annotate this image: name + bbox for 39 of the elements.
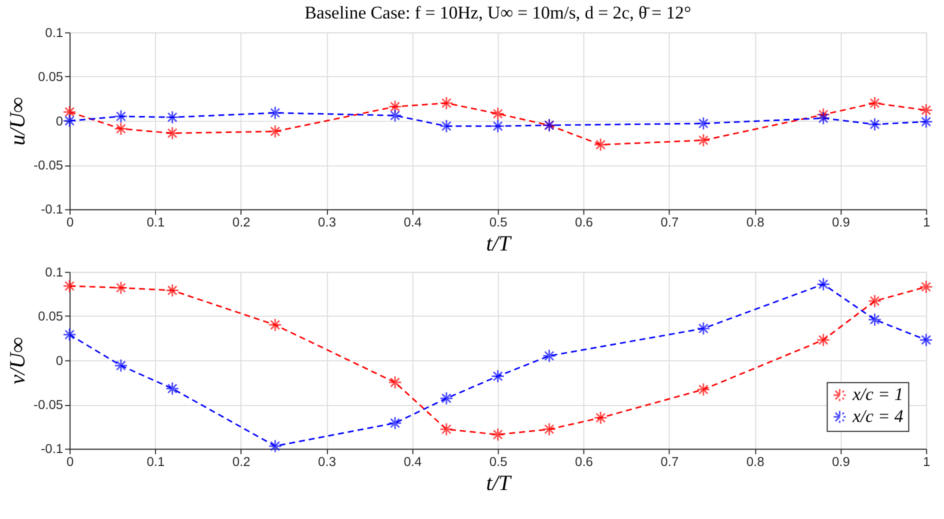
x-tick-label: 0.8: [746, 454, 764, 470]
x-tick-label: 1: [923, 214, 930, 230]
y-tick-label: 0.1: [45, 24, 64, 40]
y-axis-title: v/U∞: [6, 337, 30, 384]
y-tick-label: -0.05: [34, 396, 64, 412]
x-tick-label: 1: [923, 454, 930, 470]
legend-label: x/c = 1: [852, 384, 904, 404]
x-tick-label: 0.2: [232, 454, 250, 470]
x-tick-label: 0.9: [832, 454, 850, 470]
x-tick-label: 0.2: [232, 214, 250, 230]
y-tick-label: -0.1: [40, 441, 64, 456]
x-tick-label: 0.9: [832, 214, 850, 230]
x-tick-label: 0.7: [660, 454, 679, 470]
y-tick-label: 0.05: [38, 308, 64, 324]
y-tick-label: -0.05: [34, 158, 64, 173]
legend-label: x/c = 4: [852, 406, 904, 426]
x-tick-label: 0.6: [575, 214, 593, 230]
y-tick-label: 0.1: [45, 264, 64, 280]
chart-title: Baseline Case: f = 10Hz, U∞ = 10m/s, d = 2c, θ̄ = 12°: [304, 2, 692, 22]
x-tick-label: 0.6: [575, 454, 593, 470]
x-tick-label: 0.5: [489, 454, 508, 470]
x-tick-label: 0.1: [146, 454, 165, 470]
y-tick-label: 0: [56, 113, 64, 128]
x-tick-label: 0.5: [489, 214, 508, 230]
x-tick-label: 0.3: [318, 214, 336, 230]
y-tick-label: -0.1: [40, 202, 64, 217]
x-tick-label: 0.8: [746, 214, 764, 230]
x-tick-label: 0: [66, 214, 74, 230]
x-axis-title: t/T: [486, 470, 512, 495]
y-axis-title: u/U∞: [6, 97, 30, 146]
x-tick-label: 0.1: [146, 214, 165, 230]
x-tick-label: 0.4: [404, 454, 422, 470]
x-tick-label: 0.7: [660, 214, 679, 230]
y-tick-label: 0: [56, 352, 64, 368]
x-tick-label: 0: [66, 454, 74, 470]
y-tick-label: 0.05: [38, 69, 64, 84]
x-tick-label: 0.3: [318, 454, 336, 470]
x-axis-title: t/T: [486, 231, 512, 256]
x-tick-label: 0.4: [404, 214, 422, 230]
